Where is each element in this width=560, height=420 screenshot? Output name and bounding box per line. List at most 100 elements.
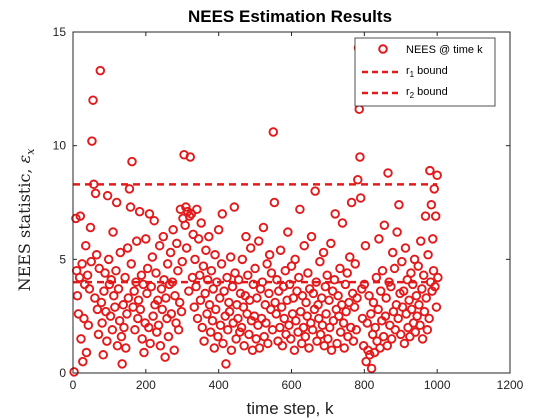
nees-point xyxy=(133,295,144,306)
nees-point xyxy=(244,329,254,340)
nees-point xyxy=(294,272,304,283)
nees-point xyxy=(342,268,352,278)
nees-point xyxy=(90,293,100,303)
nees-point xyxy=(88,95,98,105)
nees-point xyxy=(80,240,91,251)
nees-point xyxy=(82,270,93,281)
x-axis-label: time step, k xyxy=(247,399,334,418)
nees-point xyxy=(335,263,345,274)
y-tick-label: 15 xyxy=(53,25,67,39)
nees-point xyxy=(271,309,281,319)
nees-point xyxy=(375,286,386,296)
nees-point xyxy=(417,334,428,344)
nees-point xyxy=(315,329,326,340)
nees-point xyxy=(424,313,434,324)
nees-point xyxy=(415,320,425,331)
nees-point xyxy=(433,272,443,283)
nees-point xyxy=(431,302,442,312)
y-axis-ticks: 0 5 10 15 xyxy=(53,25,510,380)
nees-point xyxy=(380,311,391,321)
nees-point xyxy=(111,197,122,208)
nees-point xyxy=(405,331,415,342)
nees-point xyxy=(295,306,306,317)
nees-point xyxy=(326,238,336,249)
nees-point xyxy=(374,234,384,244)
nees-point xyxy=(157,304,167,315)
nees-point xyxy=(248,279,259,290)
nees-point xyxy=(416,236,426,246)
nees-point xyxy=(318,247,329,258)
nees-point xyxy=(115,247,126,258)
nees-point xyxy=(124,184,135,194)
nees-point xyxy=(429,184,440,194)
nees-point xyxy=(268,127,279,137)
nees-point xyxy=(393,313,403,324)
nees-point xyxy=(411,290,422,301)
nees-point xyxy=(134,206,145,217)
nees-point xyxy=(96,297,107,308)
nees-point xyxy=(350,259,360,269)
legend: NEES @ time k r1 bound r2 bound xyxy=(354,37,496,107)
nees-point xyxy=(116,331,127,342)
nees-point xyxy=(106,275,116,285)
nees-point xyxy=(432,170,442,180)
nees-point xyxy=(191,281,201,292)
nees-point xyxy=(329,275,340,285)
nees-point xyxy=(346,197,357,208)
nees-point xyxy=(81,347,92,358)
nees-point xyxy=(130,325,140,335)
nees-point xyxy=(397,256,407,267)
nees-point xyxy=(139,347,149,358)
nees-point xyxy=(89,179,99,190)
nees-point xyxy=(185,152,196,162)
nees-point xyxy=(215,293,225,303)
nees-point xyxy=(300,331,311,342)
nees-point xyxy=(277,340,288,351)
nees-point xyxy=(84,284,95,294)
nees-point xyxy=(213,331,223,342)
nees-point xyxy=(257,277,268,287)
nees-point xyxy=(125,202,136,212)
nees-point xyxy=(327,286,338,296)
nees-point xyxy=(364,290,374,301)
nees-point xyxy=(100,268,110,278)
nees-point xyxy=(168,225,178,235)
chart-title: NEES Estimation Results xyxy=(188,7,392,26)
nees-point xyxy=(344,297,354,308)
nees-point xyxy=(102,336,112,346)
nees-point xyxy=(114,315,125,326)
nees-point xyxy=(290,254,300,265)
nees-point xyxy=(90,188,101,199)
nees-point xyxy=(92,304,103,315)
nees-point xyxy=(341,306,351,317)
nees-point xyxy=(333,290,343,301)
nees-point xyxy=(181,202,191,212)
nees-point xyxy=(321,309,331,319)
nees-point xyxy=(233,313,243,324)
nees-point xyxy=(145,338,155,349)
nees-point xyxy=(430,211,441,221)
nees-point xyxy=(141,234,151,244)
nees-point xyxy=(235,327,245,337)
nees-point xyxy=(284,279,295,290)
nees-point xyxy=(381,293,391,303)
nees-point xyxy=(339,343,350,353)
nees-point xyxy=(218,338,228,349)
nees-point xyxy=(310,186,320,196)
nees-point xyxy=(205,327,216,337)
nees-point xyxy=(383,168,393,178)
nees-point xyxy=(420,211,431,221)
nees-point xyxy=(94,263,104,274)
nees-point xyxy=(109,290,119,301)
nees-point xyxy=(138,279,149,290)
nees-point xyxy=(237,254,248,265)
nees-point xyxy=(396,329,406,340)
x-tick-label: 200 xyxy=(136,378,156,392)
nees-point xyxy=(127,156,137,167)
nees-point xyxy=(223,325,233,335)
nees-point xyxy=(355,152,365,162)
y-axis-label: NEES statistic, εx xyxy=(15,148,37,292)
nees-point xyxy=(119,322,129,333)
nees-point xyxy=(131,236,142,246)
